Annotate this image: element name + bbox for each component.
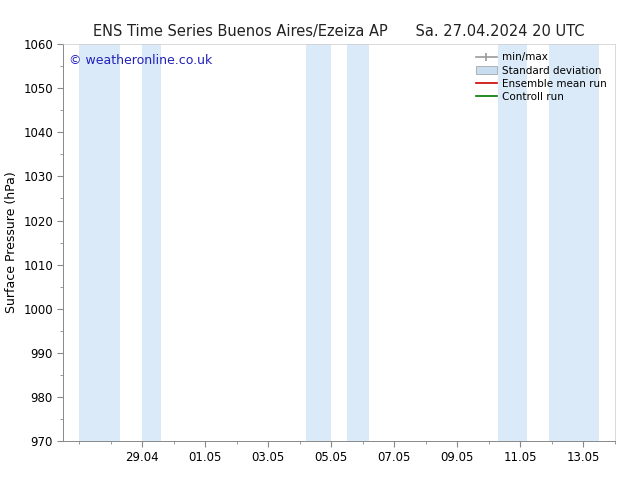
Bar	[549, 44, 599, 441]
Bar	[347, 44, 369, 441]
Bar	[79, 44, 120, 441]
Bar	[142, 44, 161, 441]
Text: © weatheronline.co.uk: © weatheronline.co.uk	[69, 54, 212, 67]
Y-axis label: Surface Pressure (hPa): Surface Pressure (hPa)	[4, 172, 18, 314]
Legend: min/max, Standard deviation, Ensemble mean run, Controll run: min/max, Standard deviation, Ensemble me…	[473, 49, 610, 105]
Title: ENS Time Series Buenos Aires/Ezeiza AP      Sa. 27.04.2024 20 UTC: ENS Time Series Buenos Aires/Ezeiza AP S…	[93, 24, 585, 39]
Bar	[498, 44, 527, 441]
Bar	[306, 44, 332, 441]
